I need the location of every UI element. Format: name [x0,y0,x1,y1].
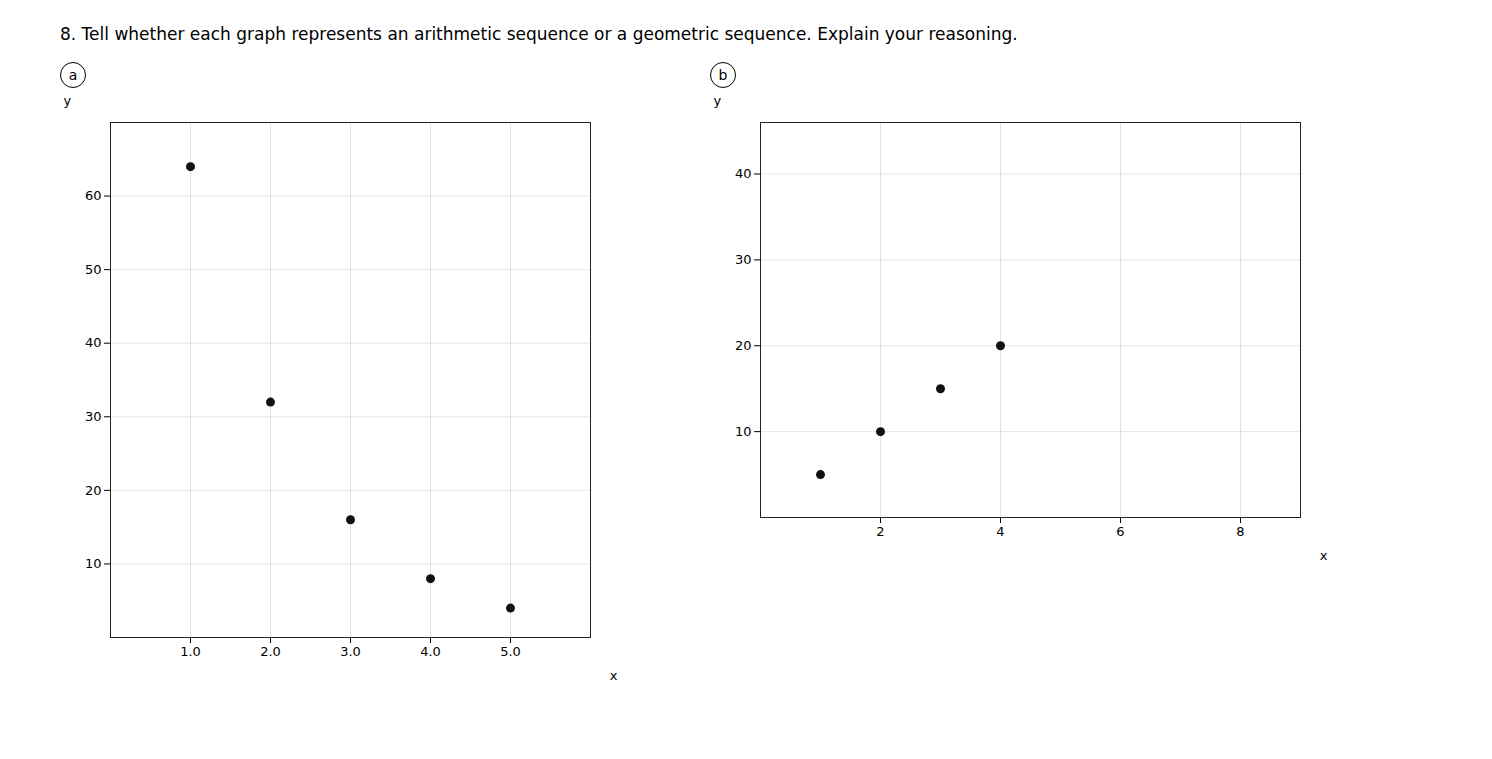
svg-text:2.0: 2.0 [260,644,281,659]
svg-text:4.0: 4.0 [420,644,441,659]
html-text:8. Tell whether each graph rep: 8. Tell whether each graph represents an… [60,24,1018,44]
svg-text:y: y [64,93,72,108]
svg-text:10: 10 [85,556,102,571]
svg-text:10: 10 [735,424,752,439]
svg-text:20: 20 [85,483,102,498]
html-text:a: a [68,67,78,83]
svg-text:30: 30 [735,252,752,267]
svg-text:30: 30 [85,409,102,424]
html-text:b: b [718,67,728,83]
svg-text:5.0: 5.0 [500,644,521,659]
svg-text:x: x [610,668,618,683]
svg-text:2: 2 [876,524,884,539]
svg-text:4: 4 [996,524,1004,539]
svg-text:50: 50 [85,262,102,277]
svg-text:x: x [1320,548,1328,563]
svg-text:y: y [714,93,722,108]
svg-text:40: 40 [735,166,752,181]
svg-text:20: 20 [735,338,752,353]
svg-text:3.0: 3.0 [340,644,361,659]
svg-text:8: 8 [1236,524,1244,539]
svg-text:6: 6 [1116,524,1124,539]
svg-text:1.0: 1.0 [180,644,201,659]
svg-text:60: 60 [85,188,102,203]
svg-text:40: 40 [85,335,102,350]
